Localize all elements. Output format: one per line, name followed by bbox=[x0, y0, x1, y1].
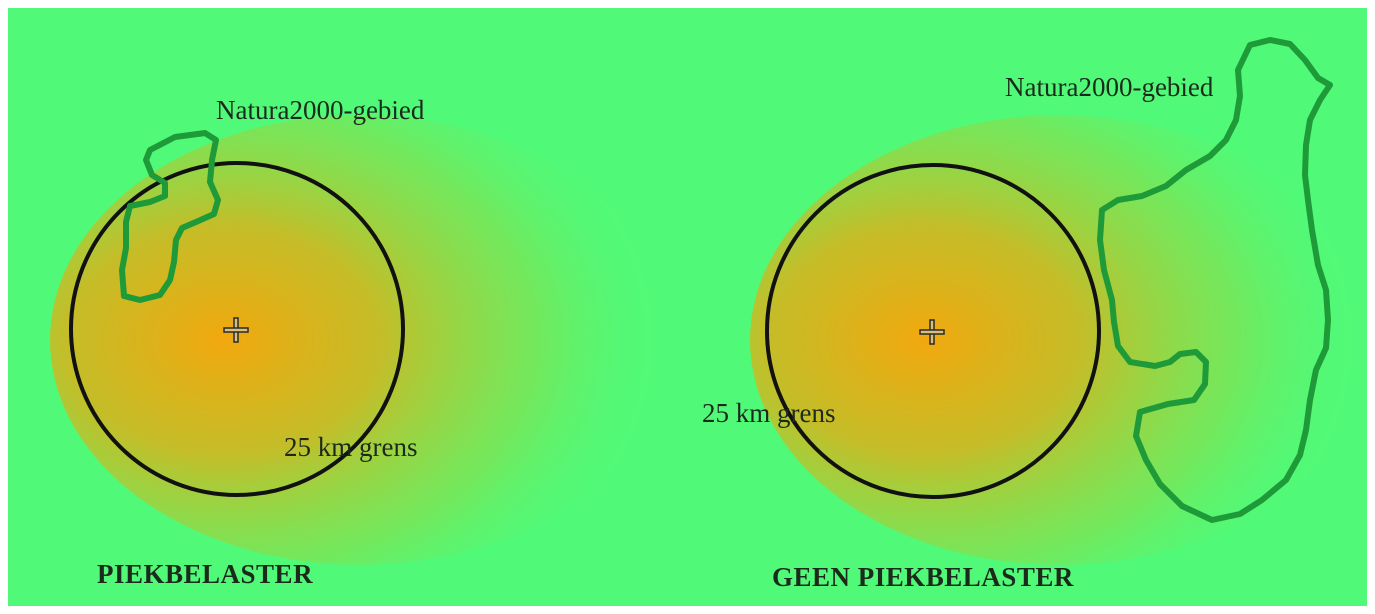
radius-circle-right bbox=[765, 163, 1101, 499]
natura-area-right bbox=[1097, 37, 1333, 523]
radius-label-left: 25 km grens bbox=[284, 432, 418, 462]
deposition-plume-left bbox=[50, 115, 670, 565]
source-marker-right bbox=[919, 319, 945, 345]
natura-label-right: Natura2000-gebied bbox=[1005, 72, 1214, 102]
radius-label-right: 25 km grens bbox=[702, 398, 836, 428]
panel-title-left: PIEKBELASTER bbox=[97, 559, 314, 589]
panel-title-right: GEEN PIEKBELASTER bbox=[772, 562, 1074, 592]
deposition-plume-right bbox=[750, 115, 1370, 565]
source-marker-left bbox=[223, 317, 249, 343]
natura-area-left bbox=[119, 130, 221, 303]
natura-label-left: Natura2000-gebied bbox=[216, 95, 425, 125]
radius-circle-left bbox=[69, 161, 405, 497]
